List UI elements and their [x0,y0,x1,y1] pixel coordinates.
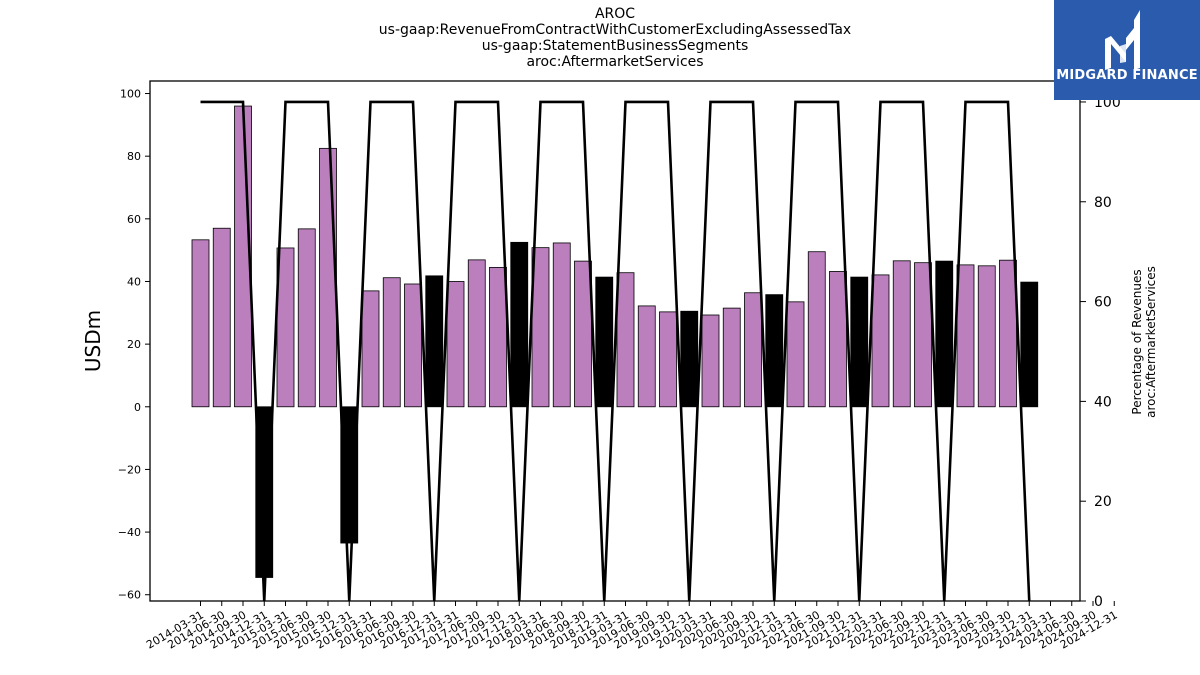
ytick-label--40: −40 [118,526,141,539]
bar-2017-03-31 [446,281,465,408]
bar-2016-09-30 [404,283,422,408]
percentage-line [200,100,1031,602]
bar-2021-09-30 [829,271,847,408]
bar-2020-09-30 [744,292,762,408]
ytick-label-20: 20 [127,338,141,351]
bar-2022-12-31 [935,260,954,408]
bar-2018-06-30 [552,242,571,408]
ytick-label-80: 80 [127,150,141,163]
bar-2023-12-31 [1020,281,1039,408]
bar-2016-03-31 [361,290,380,408]
ytick-label-100: 100 [120,88,141,101]
bar-2014-06-30 [212,227,231,408]
brand-logo: MIDGARD FINANCE [1054,0,1200,100]
bar-2021-06-30 [807,251,826,408]
bar-2017-12-31 [510,241,529,408]
y2tick-label-20: 20 [1094,494,1112,510]
bar-2016-06-30 [382,277,401,408]
y2tick-label-80: 80 [1094,195,1112,211]
bar-2019-09-30 [659,311,677,408]
chart-subtitle-member: aroc:AftermarketServices [526,54,704,70]
bar-2020-03-31 [701,314,720,408]
bar-2023-06-30 [977,265,996,408]
bar-2022-03-31 [871,274,890,408]
bar-2023-03-31 [956,264,975,408]
bar-2023-09-30 [999,259,1017,408]
bar-2022-09-30 [914,262,932,408]
y-axis-label: USDm [81,310,105,372]
ytick-label--60: −60 [118,589,141,602]
plot-frame [149,80,1081,602]
chart-subtitle-metric: us-gaap:RevenueFromContractWithCustomerE… [378,22,852,38]
bar-2020-06-30 [722,307,741,408]
ytick-label-60: 60 [127,213,141,226]
y2-axis-label-line1: Percentage of Revenues [1130,269,1144,414]
bar-2017-09-30 [489,266,507,408]
y2tick-label-60: 60 [1094,295,1112,311]
bar-2019-06-30 [637,305,656,408]
logo-text: MIDGARD FINANCE [1056,68,1198,83]
chart-subtitle-axis: us-gaap:StatementBusinessSegments [481,38,749,54]
bar-2018-12-31 [595,276,614,408]
bar-2019-12-31 [680,310,699,408]
bar-2021-12-31 [850,276,869,408]
bar-2020-12-31 [765,294,784,408]
y2tick-label-0: 0 [1094,594,1103,610]
ytick-label-0: 0 [134,401,141,414]
bar-2015-06-30 [297,228,316,408]
bar-2017-06-30 [467,259,486,408]
y2tick-label-40: 40 [1094,394,1112,410]
bar-2022-06-30 [892,260,911,408]
bar-2016-12-31 [425,275,444,408]
bar-2015-09-30 [319,147,337,408]
bar-2018-09-30 [574,260,592,408]
midgard-logo-icon [1105,10,1140,70]
bar-2019-03-31 [616,272,635,408]
y2-axis-label-line2: aroc:AftermarketServices [1144,266,1158,418]
ytick-label--20: −20 [118,463,141,476]
chart-title: AROC [594,6,636,22]
bar-2014-03-31 [191,239,210,408]
bar-2021-03-31 [786,301,805,408]
ytick-label-40: 40 [127,275,141,288]
